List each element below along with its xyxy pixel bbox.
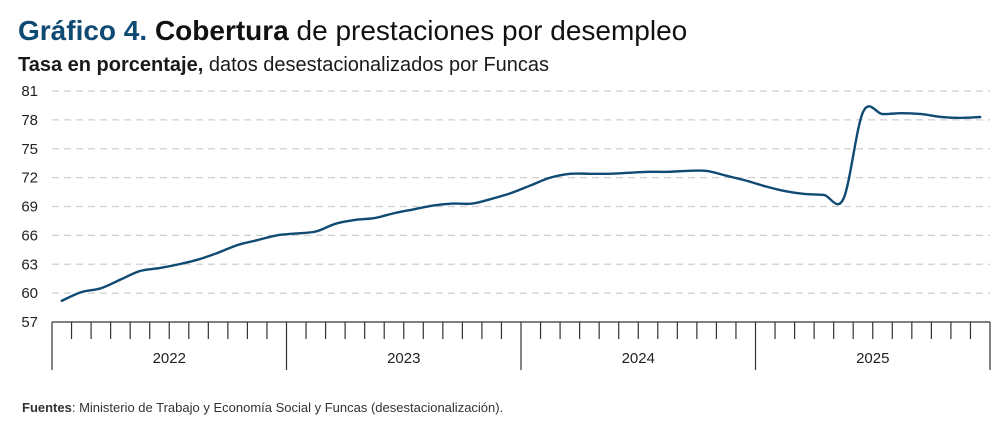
line-chart: 81 78 75 72 69 66 63 60 57 2022 2023 2024 2025 [21, 83, 991, 370]
y-tick-label: 63 [21, 256, 38, 273]
year-label: 2024 [622, 350, 655, 367]
subtitle-bold: Tasa en porcentaje, [18, 54, 204, 76]
y-tick-label: 72 [21, 170, 38, 187]
series-line [60, 105, 982, 303]
y-tick-label: 75 [21, 141, 38, 158]
y-tick-label: 66 [21, 227, 38, 244]
title-rest: de prestaciones por desempleo [296, 15, 688, 46]
year-label: 2022 [153, 350, 186, 367]
source-text: : Ministerio de Trabajo y Economía Socia… [71, 400, 504, 415]
subtitle-rest: datos desestacionalizados por Funcas [208, 54, 550, 76]
title-bold: Cobertura [154, 15, 289, 46]
year-label: 2023 [387, 350, 420, 367]
y-tick-label: 60 [21, 285, 38, 302]
y-tick-label: 57 [21, 314, 38, 331]
chart-title: Gráfico 4. Cobertura de prestaciones por… [18, 14, 687, 48]
title-number: Gráfico 4. [18, 15, 148, 46]
y-tick-label: 78 [21, 112, 38, 129]
chart-subtitle: Tasa en porcentaje, datos desestacionali… [18, 52, 549, 78]
year-label: 2025 [856, 350, 889, 367]
y-tick-label: 81 [21, 83, 38, 100]
source-label: Fuentes [22, 400, 72, 415]
source-note: Fuentes: Ministerio de Trabajo y Economí… [22, 400, 503, 415]
y-tick-label: 69 [21, 199, 38, 216]
